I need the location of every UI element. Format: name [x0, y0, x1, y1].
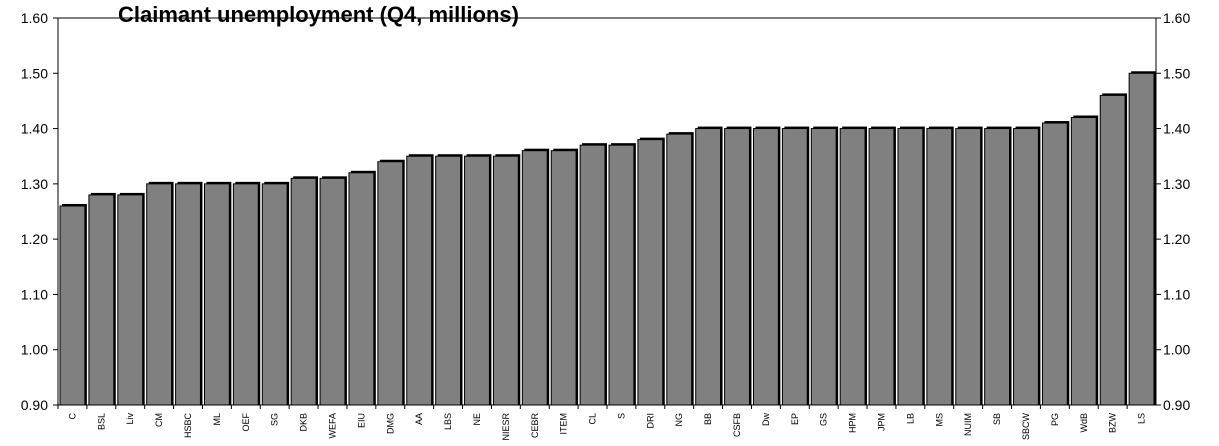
bar-PG [1041, 122, 1068, 406]
x-tick-label: LB [905, 413, 915, 424]
x-tick-label: BB [703, 413, 713, 425]
right-y-axis: 0.90 1.00 1.10 1.20 1.30 1.40 1.50 1.60 [1156, 10, 1190, 413]
x-tick-label: SBCW [1021, 412, 1031, 440]
x-tick-label: NUIM [963, 413, 973, 436]
y-tick-label-left: 1.20 [21, 231, 48, 247]
bar-LBS [435, 155, 462, 406]
x-tick-label: C [67, 413, 77, 420]
x-tick-label: NG [674, 413, 684, 427]
bar-CM [146, 183, 173, 406]
x-tick-label: DKB [299, 413, 309, 432]
x-tick-label: LS [1137, 413, 1147, 424]
bar-WEFA [319, 177, 346, 406]
x-tick-label: WdB [1079, 413, 1089, 433]
y-tick-label-right: 1.40 [1163, 121, 1190, 137]
left-y-axis: 0.90 1.00 1.10 1.20 1.30 1.40 1.50 1.60 [21, 10, 58, 413]
bar-Liv [117, 194, 144, 406]
x-tick-label: GS [819, 413, 829, 426]
x-tick-label: DRI [645, 413, 655, 429]
x-tick-label: WEFA [328, 413, 338, 439]
bar-HPM [839, 128, 866, 406]
bar-CSFB [724, 128, 750, 406]
x-tick-label: CEBR [530, 413, 540, 439]
x-tick-label: ITEM [559, 413, 569, 435]
x-tick-label: S [616, 413, 626, 419]
x-tick-label: OEF [241, 413, 251, 432]
x-tick-label: SG [270, 413, 280, 426]
bar-CL [579, 144, 606, 406]
bar-WdB [1070, 117, 1097, 406]
bar-SG [261, 183, 288, 406]
y-tick-label-right: 1.10 [1163, 286, 1190, 302]
bar-DRI [637, 139, 664, 406]
x-tick-label: DMG [385, 413, 395, 434]
x-axis: C BSL Liv CM HSBC ML OEF SG DKB WEFA EIU DMG AA LBS NE… [57, 405, 1147, 441]
bar-DMG [377, 161, 404, 406]
y-tick-label-right: 1.20 [1163, 231, 1190, 247]
x-tick-label: JPM [877, 413, 887, 431]
x-tick-label: PG [1050, 413, 1060, 426]
x-tick-label: Liv [125, 413, 135, 425]
bar-C [59, 205, 86, 406]
bar-AA [406, 155, 433, 406]
x-tick-label: NIESR [501, 413, 511, 441]
y-tick-label-right: 0.90 [1163, 397, 1190, 413]
y-tick-label-right: 1.00 [1163, 342, 1190, 358]
x-tick-label: MS [934, 413, 944, 427]
x-tick-label: HPM [848, 413, 858, 433]
bar-LS [1128, 72, 1155, 406]
bar-NG [666, 133, 693, 406]
y-tick-label-left: 0.90 [21, 397, 48, 413]
y-tick-label-left: 1.10 [21, 286, 48, 302]
bar-DKB [290, 177, 317, 406]
y-tick-label-left: 1.00 [21, 342, 48, 358]
x-tick-label: CSFB [732, 413, 742, 437]
y-tick-label-left: 1.60 [21, 10, 48, 26]
bar-SB [984, 128, 1011, 406]
x-tick-label: NE [472, 413, 482, 426]
bar-Dw [752, 128, 779, 406]
bar-NIESR [492, 155, 519, 406]
bar-EP [781, 128, 808, 406]
x-tick-label: AA [414, 413, 424, 425]
bar-GS [810, 128, 837, 406]
bar-BB [695, 128, 722, 406]
bar-BSL [88, 194, 115, 406]
bar-NE [464, 155, 490, 406]
bar-NUIM [955, 128, 982, 406]
y-tick-label-right: 1.60 [1163, 10, 1190, 26]
y-tick-label-right: 1.30 [1163, 176, 1190, 192]
bar-SBCW [1013, 128, 1039, 406]
bar-S [608, 144, 635, 406]
bar-ITEM [550, 150, 577, 406]
bar-BZW [1099, 94, 1126, 406]
bars [59, 72, 1155, 406]
bar-CEBR [521, 150, 548, 406]
x-tick-label: BSL [96, 413, 106, 430]
x-tick-label: CM [154, 413, 164, 427]
y-tick-label-left: 1.30 [21, 176, 48, 192]
x-tick-label: HSBC [183, 413, 193, 439]
y-tick-label-right: 1.50 [1163, 65, 1190, 81]
bar-OEF [232, 183, 259, 406]
y-tick-label-left: 1.50 [21, 65, 48, 81]
x-tick-label: EP [790, 413, 800, 425]
bar-LB [897, 128, 924, 406]
bar-EIU [348, 172, 375, 406]
bar-MS [926, 128, 953, 406]
x-tick-label: BZW [1108, 412, 1118, 433]
x-tick-label: Dw [761, 413, 771, 426]
x-tick-label: SB [992, 413, 1002, 425]
bar-HSBC [175, 183, 201, 406]
x-tick-label: EIU [356, 413, 366, 428]
y-tick-label-left: 1.40 [21, 121, 48, 137]
bar-ML [203, 183, 230, 406]
x-tick-label: ML [212, 413, 222, 426]
bar-JPM [868, 128, 895, 406]
x-tick-label: CL [588, 413, 598, 425]
x-tick-label: LBS [443, 413, 453, 430]
chart-title: Claimant unemployment (Q4, millions) [118, 2, 519, 27]
